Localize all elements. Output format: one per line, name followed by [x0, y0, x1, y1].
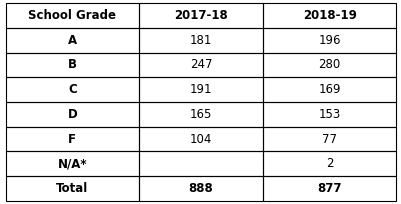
Text: D: D	[67, 108, 77, 121]
Text: C: C	[68, 83, 77, 96]
Text: 2: 2	[325, 157, 332, 170]
Text: 196: 196	[318, 34, 340, 47]
Bar	[6, 3, 138, 28]
Bar	[263, 102, 395, 127]
Bar	[263, 53, 395, 77]
Bar	[6, 28, 138, 53]
Text: 169: 169	[318, 83, 340, 96]
Bar	[138, 77, 263, 102]
Text: A: A	[68, 34, 77, 47]
Bar	[138, 3, 263, 28]
Text: 2018-19: 2018-19	[302, 9, 356, 22]
Text: Total: Total	[56, 182, 88, 195]
Text: 153: 153	[318, 108, 340, 121]
Text: 165: 165	[189, 108, 212, 121]
Text: 2017-18: 2017-18	[174, 9, 227, 22]
Text: School Grade: School Grade	[28, 9, 116, 22]
Bar	[138, 53, 263, 77]
Text: 247: 247	[189, 58, 212, 71]
Bar	[6, 102, 138, 127]
Text: 104: 104	[189, 133, 212, 146]
Bar	[6, 176, 138, 201]
Text: B: B	[68, 58, 77, 71]
Bar	[138, 102, 263, 127]
Text: 181: 181	[189, 34, 212, 47]
Text: F: F	[68, 133, 76, 146]
Bar	[138, 151, 263, 176]
Bar	[6, 53, 138, 77]
Bar	[263, 127, 395, 151]
Bar	[6, 77, 138, 102]
Bar	[6, 151, 138, 176]
Bar	[138, 28, 263, 53]
Text: 877: 877	[317, 182, 341, 195]
Bar	[263, 151, 395, 176]
Bar	[6, 127, 138, 151]
Text: 280: 280	[318, 58, 340, 71]
Text: 888: 888	[188, 182, 213, 195]
Text: N/A*: N/A*	[57, 157, 87, 170]
Bar	[263, 176, 395, 201]
Bar	[263, 28, 395, 53]
Bar	[263, 3, 395, 28]
Bar	[138, 127, 263, 151]
Text: 191: 191	[189, 83, 212, 96]
Bar	[263, 77, 395, 102]
Text: 77: 77	[321, 133, 336, 146]
Bar	[138, 176, 263, 201]
